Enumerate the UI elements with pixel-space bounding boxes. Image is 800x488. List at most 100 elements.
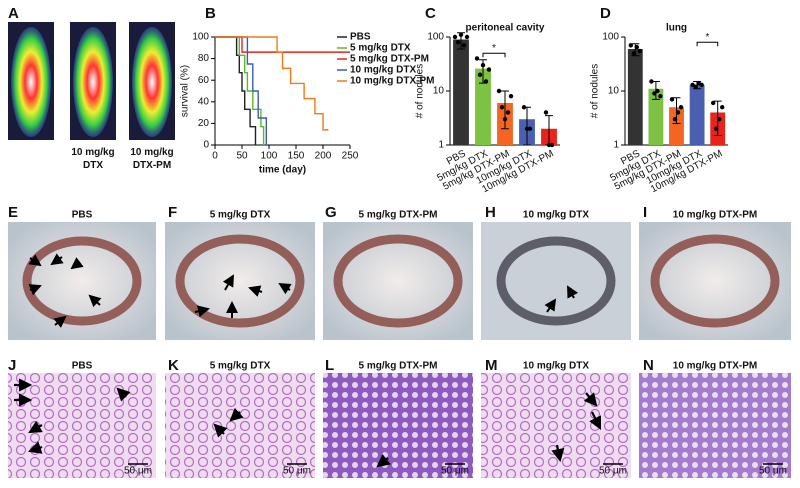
- scale-bar-label: 50 μm: [441, 466, 469, 477]
- panel-label: G: [325, 204, 337, 221]
- legend-label: 10 mg/kg DTX-PM: [350, 76, 434, 87]
- photo-title: 10 mg/kg DTX-PM: [673, 210, 757, 221]
- data-point: [714, 126, 719, 131]
- y-tick-label: 100: [192, 32, 209, 43]
- photo-title: PBS: [72, 210, 93, 221]
- bar: [689, 84, 705, 145]
- histology-images: [8, 373, 791, 478]
- data-point: [649, 79, 654, 84]
- data-point: [496, 88, 502, 94]
- survival-line: [215, 36, 350, 53]
- panel-label: M: [485, 357, 498, 374]
- y-axis-label: # of nodules: [415, 64, 426, 119]
- panel-label: J: [8, 357, 16, 374]
- y-axis-label: survival (%): [180, 65, 191, 117]
- image-signal: [11, 27, 51, 137]
- data-point: [549, 142, 555, 148]
- y-tick-label: 60: [198, 75, 210, 86]
- legend-label: 10 mg/kg DTX: [350, 65, 416, 76]
- data-point: [543, 110, 549, 115]
- data-point: [655, 88, 660, 94]
- data-point: [508, 94, 514, 99]
- significance-label: *: [492, 43, 496, 54]
- data-point: [720, 105, 725, 110]
- data-point: [634, 44, 639, 50]
- x-tick-label: 100: [261, 151, 278, 162]
- survival-line: [215, 36, 257, 145]
- data-point: [628, 43, 633, 48]
- x-tick-label: 200: [315, 151, 332, 162]
- y-tick-label: 80: [198, 53, 210, 64]
- data-point: [658, 94, 663, 99]
- photos: [8, 22, 791, 478]
- photo-title: 5 mg/kg DTX-PM: [359, 210, 438, 221]
- bar: [453, 39, 469, 146]
- legend-label: PBS: [350, 32, 371, 43]
- x-axis-label: time (day): [259, 165, 306, 176]
- data-point: [672, 117, 678, 122]
- y-tick-label: 100: [427, 32, 444, 43]
- significance-bracket: [696, 41, 719, 47]
- scale-bar-label: 50 μm: [124, 466, 152, 477]
- y-tick-label: 10: [608, 86, 620, 97]
- panel-label: B: [205, 5, 216, 22]
- survival-line: [215, 36, 265, 145]
- data-point: [675, 110, 681, 115]
- data-point: [631, 51, 636, 56]
- y-tick-label: 40: [198, 96, 210, 107]
- x-tick-label: 250: [342, 151, 359, 162]
- image-signal: [132, 27, 172, 137]
- bar: [648, 88, 664, 145]
- data-point: [669, 97, 675, 102]
- image-caption: 10 mg/kg DTX: [71, 147, 114, 171]
- survival-line: [215, 36, 329, 131]
- y-tick-label: 1: [438, 140, 444, 151]
- panel-label: K: [168, 357, 179, 374]
- data-point: [693, 84, 698, 89]
- data-point: [499, 105, 505, 110]
- panel-label: H: [485, 204, 496, 221]
- data-point: [452, 34, 458, 40]
- data-point: [711, 100, 716, 106]
- x-tick-label: 150: [288, 151, 305, 162]
- data-point: [474, 56, 480, 61]
- x-tick-label: 0: [212, 151, 218, 162]
- y-tick-label: 20: [198, 118, 210, 129]
- y-tick-label: 0: [203, 140, 209, 151]
- data-point: [527, 126, 533, 131]
- data-point: [717, 117, 722, 122]
- data-point: [652, 91, 657, 96]
- scale-bar-label: 50 μm: [283, 466, 311, 477]
- y-tick-label: 1: [613, 140, 619, 151]
- data-point: [483, 79, 489, 84]
- significance-bracket: [482, 52, 506, 58]
- scale-bar-label: 50 μm: [599, 466, 627, 477]
- data-point: [699, 82, 704, 88]
- bar: [475, 68, 491, 145]
- data-point: [678, 105, 684, 110]
- data-point: [521, 105, 527, 110]
- legend-label: 5 mg/kg DTX: [350, 43, 411, 54]
- survival-line: [215, 36, 267, 145]
- data-point: [502, 117, 508, 122]
- x-tick-label: 50: [236, 151, 248, 162]
- panel-label: C: [425, 5, 436, 22]
- chart-title: peritoneal cavity: [466, 23, 545, 34]
- histology-title: 10 mg/kg DTX-PM: [673, 361, 757, 372]
- panel-label: F: [168, 204, 177, 221]
- data-point: [458, 32, 464, 37]
- data-point: [486, 67, 492, 72]
- legend-label: 5 mg/kg DTX-PM: [350, 54, 429, 65]
- data-point: [464, 34, 470, 40]
- panel-label: A: [8, 5, 19, 22]
- photo-title: 10 mg/kg DTX: [523, 210, 589, 221]
- y-tick-label: 10: [433, 86, 445, 97]
- data-point: [637, 48, 642, 54]
- gross-photos: [8, 222, 791, 340]
- panel-label: D: [600, 5, 611, 22]
- image-signal: [73, 27, 113, 137]
- histology-title: 5 mg/kg DTX: [210, 361, 271, 372]
- image-caption: 10 mg/kg DTX-PM: [130, 147, 173, 171]
